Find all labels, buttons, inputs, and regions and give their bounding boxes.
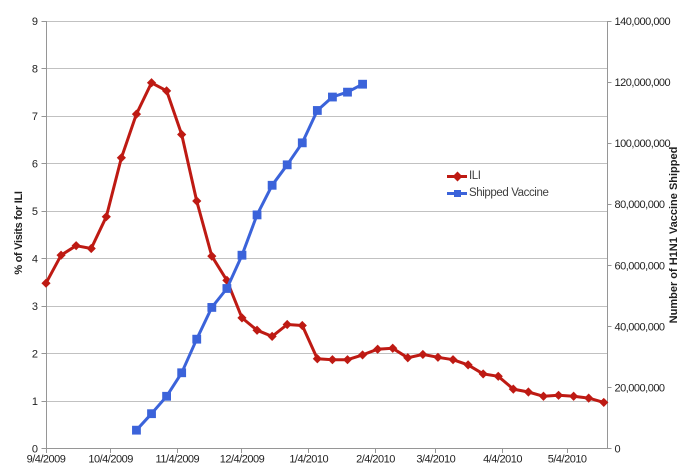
- ili-data-point-marker: [146, 78, 157, 88]
- ili-data-point-marker: [312, 354, 322, 364]
- ili-data-point-marker: [569, 391, 579, 401]
- x-axis-tick-label: 12/4/2009: [220, 454, 265, 466]
- ili-data-point-marker: [403, 353, 413, 363]
- ili-data-point-marker: [388, 343, 398, 353]
- y-axis-right-tick-label: 80,000,000: [615, 199, 665, 211]
- ili-data-point-marker: [418, 349, 428, 360]
- ili-data-point-marker: [433, 352, 443, 362]
- y-axis-left-tick-label: 6: [32, 159, 38, 171]
- y-axis-left-tick-label: 1: [32, 396, 38, 408]
- vaccine-series-swatch-icon: [447, 188, 467, 199]
- vaccine-data-point-marker: [192, 334, 202, 344]
- ili-series-swatch-icon: [447, 171, 467, 182]
- vaccine-data-point-marker: [267, 180, 277, 190]
- x-axis-tick-label: 4/4/2010: [483, 454, 522, 466]
- vaccine-data-point-marker: [297, 138, 307, 148]
- legend: ILI Shipped Vaccine: [447, 168, 549, 202]
- ili-data-point-marker: [192, 196, 202, 206]
- y-axis-left-title: % of Visits for ILI: [13, 191, 25, 275]
- ili-series-line: [44, 81, 606, 404]
- legend-label-ili: ILI: [469, 170, 481, 182]
- y-axis-right-tick-label: 0: [615, 444, 621, 456]
- ili-data-point-marker: [448, 355, 458, 365]
- vaccine-data-point-marker: [312, 106, 322, 115]
- vaccine-series-line: [134, 82, 365, 432]
- ili-data-point-marker: [297, 320, 307, 331]
- y-axis-left-tick-label: 2: [32, 349, 38, 361]
- x-axis-tick-label: 1/4/2010: [289, 454, 328, 466]
- legend-item-shipped-vaccine: Shipped Vaccine: [447, 185, 549, 201]
- ili-data-point-marker: [508, 384, 518, 394]
- vaccine-square-marker-icon: [453, 189, 461, 197]
- y-axis-left-tick-label: 8: [32, 64, 38, 76]
- ili-data-point-marker: [222, 275, 232, 285]
- vaccine-data-point-marker: [328, 92, 337, 102]
- ili-data-point-marker: [282, 319, 292, 330]
- vaccine-data-point-marker: [282, 160, 292, 170]
- x-axis-tick-label: 2/4/2010: [356, 454, 395, 466]
- vaccine-data-point-marker: [177, 368, 187, 378]
- x-axis-tick-label: 5/4/2010: [548, 454, 587, 466]
- vaccine-data-point-marker: [343, 87, 352, 97]
- ili-data-point-marker: [131, 109, 142, 119]
- y-axis-right-tick-label: 20,000,000: [615, 382, 665, 394]
- ili-data-point-marker: [553, 390, 564, 400]
- y-axis-right-title: Number of H1N1 Vaccine Shipped: [668, 146, 680, 324]
- ili-data-point-marker: [342, 355, 353, 365]
- ili-data-point-marker: [237, 313, 247, 323]
- vaccine-data-point-marker: [222, 284, 232, 293]
- legend-label-shipped-vaccine: Shipped Vaccine: [469, 187, 549, 199]
- ili-data-point-marker: [116, 153, 126, 163]
- ili-data-point-marker: [252, 325, 262, 335]
- x-axis-tick-label: 9/4/2009: [27, 454, 66, 466]
- ili-diamond-marker-icon: [452, 171, 462, 181]
- ili-data-point-marker: [41, 278, 51, 288]
- ili-data-point-marker: [177, 129, 187, 140]
- ili-data-point-marker: [71, 241, 81, 251]
- y-axis-left-tick-label: 9: [32, 16, 38, 28]
- x-axis-tick-label: 10/4/2009: [88, 454, 133, 466]
- y-axis-right-tick-label: 140,000,000: [615, 16, 671, 28]
- legend-item-ili: ILI: [447, 168, 548, 184]
- vaccine-data-point-marker: [147, 409, 156, 419]
- y-axis-right-tick-label: 100,000,000: [615, 138, 671, 150]
- vaccine-data-point-marker: [358, 79, 367, 89]
- ili-data-point-marker: [493, 371, 503, 381]
- y-axis-left-tick-label: 0: [32, 444, 38, 456]
- y-axis-left-tick-label: 4: [32, 254, 38, 266]
- vaccine-data-point-marker: [237, 250, 247, 260]
- ili-data-point-marker: [478, 369, 488, 379]
- ili-data-point-marker: [101, 212, 111, 222]
- ili-data-point-marker: [373, 344, 383, 354]
- ili-data-point-marker: [599, 397, 609, 408]
- y-axis-left-tick-label: 3: [32, 301, 38, 313]
- x-axis-tick-label: 3/4/2010: [416, 454, 455, 466]
- y-axis-right-tick-label: 60,000,000: [615, 260, 665, 272]
- ili-data-point-marker: [267, 331, 277, 341]
- y-axis-left-tick-label: 5: [32, 206, 38, 218]
- ili-data-point-marker: [207, 251, 217, 261]
- y-axis-right-tick-label: 40,000,000: [615, 321, 665, 333]
- y-axis-left-tick-label: 7: [32, 111, 38, 123]
- ili-data-point-marker: [463, 360, 473, 370]
- vaccine-data-point-marker: [207, 303, 217, 312]
- ili-data-point-marker: [538, 391, 549, 401]
- ili-data-point-marker: [584, 393, 594, 403]
- y-axis-right-tick-label: 120,000,000: [615, 77, 671, 89]
- ili-data-point-marker: [86, 243, 96, 254]
- ili-data-point-marker: [357, 350, 368, 360]
- vaccine-data-point-marker: [162, 391, 171, 401]
- ili-data-point-marker: [56, 250, 66, 260]
- vaccine-data-point-marker: [252, 210, 262, 220]
- vaccine-data-point-marker: [132, 425, 141, 435]
- ili-data-point-marker: [327, 355, 338, 365]
- ili-data-point-marker: [161, 86, 172, 96]
- x-axis-tick-label: 11/4/2009: [156, 454, 200, 466]
- ili-data-point-marker: [523, 387, 533, 397]
